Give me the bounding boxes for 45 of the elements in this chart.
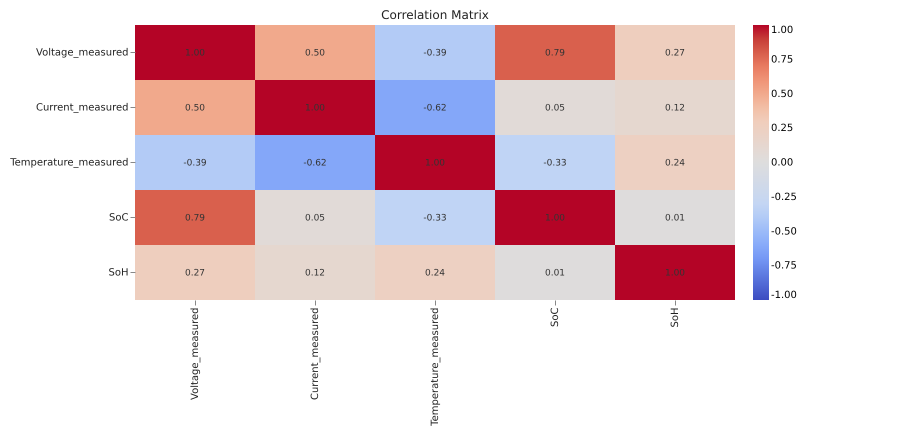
data-label: -0.39 xyxy=(423,48,447,58)
color-bar-label: -0.25 xyxy=(771,192,797,203)
y-tick-label: SoH xyxy=(108,268,128,278)
color-bar-label: -0.50 xyxy=(771,226,797,238)
data-label: 1.00 xyxy=(544,214,566,224)
color-bar-label: 0.75 xyxy=(771,54,794,66)
y-tick-label: SoC xyxy=(109,212,129,224)
data-label: 0.12 xyxy=(304,268,326,278)
chart-title: Correlation Matrix xyxy=(381,8,489,22)
x-tick-label: SoH xyxy=(670,308,681,328)
data-label: 0.24 xyxy=(424,268,446,278)
data-label: 0.05 xyxy=(544,104,566,114)
data-label: -0.33 xyxy=(423,214,447,224)
x-tick-label: Current_measured xyxy=(310,308,321,400)
data-label: 0.27 xyxy=(664,48,686,58)
data-label: -0.39 xyxy=(183,158,207,168)
color-bar-label: -0.75 xyxy=(771,260,797,272)
x-tick-label: SoC xyxy=(550,307,561,327)
data-label: 0.24 xyxy=(664,158,686,168)
data-label: 0.12 xyxy=(664,104,686,114)
color-bar-label: -1.00 xyxy=(771,290,797,301)
x-tick-label: Temperature_measured xyxy=(430,308,441,427)
data-label: 1.00 xyxy=(424,158,446,168)
data-label: 0.01 xyxy=(664,214,686,224)
data-label: 0.79 xyxy=(544,48,566,58)
data-label: 0.50 xyxy=(304,48,326,58)
data-label: 0.01 xyxy=(544,268,566,278)
color-bar-label: 0.50 xyxy=(771,88,794,100)
data-label: 0.27 xyxy=(184,268,206,278)
data-label: -0.62 xyxy=(423,104,447,114)
color-bar-label: 1.00 xyxy=(771,25,794,36)
data-label: -0.33 xyxy=(543,158,567,168)
y-tick-label: Current_measured xyxy=(36,102,128,114)
data-label: 0.79 xyxy=(184,214,206,224)
data-label: 1.00 xyxy=(664,268,686,278)
color-bar-label: 0.25 xyxy=(771,123,794,134)
data-label: 1.00 xyxy=(184,48,206,58)
color-bar-label: 0.00 xyxy=(771,158,794,168)
data-label: 0.05 xyxy=(304,214,326,224)
data-label: -0.62 xyxy=(303,158,327,168)
data-label: 1.00 xyxy=(304,104,326,114)
data-label: 0.50 xyxy=(184,104,206,114)
y-tick-label: Temperature_measured xyxy=(9,158,128,168)
y-tick-label: Voltage_measured xyxy=(36,48,128,58)
x-tick-label: Voltage_measured xyxy=(190,308,201,400)
